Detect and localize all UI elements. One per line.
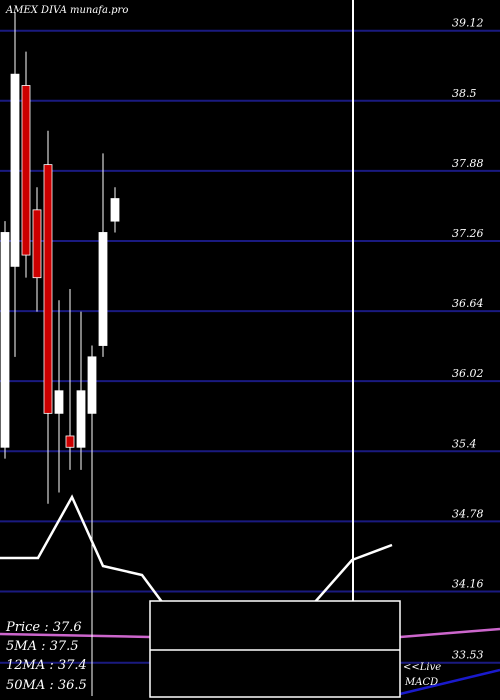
candle-5 — [54, 300, 64, 493]
candle-body-10 — [110, 198, 120, 222]
live-label: <<Live — [403, 662, 441, 673]
candle-body-8 — [87, 356, 97, 414]
candle-body-1 — [10, 73, 20, 267]
y-tick-label-9: 33.53 — [452, 649, 484, 662]
candle-body-2 — [21, 85, 31, 256]
candle-body-3 — [32, 209, 42, 279]
candles — [0, 12, 120, 696]
y-tick-label-7: 34.78 — [452, 507, 484, 520]
macd-label: MACD — [404, 677, 438, 688]
macd-box — [149, 600, 401, 698]
macd-panel — [149, 600, 401, 698]
candle-1 — [10, 12, 20, 357]
legend-12ma: 12MA : 37.4 — [6, 658, 87, 673]
y-tick-label-6: 35.4 — [452, 437, 477, 450]
grid-lines — [0, 29, 500, 664]
candle-9 — [98, 153, 108, 357]
candle-10 — [110, 187, 120, 233]
y-tick-label-8: 34.16 — [452, 577, 484, 590]
candle-body-0 — [0, 232, 10, 448]
chart-title: AMEX DIVA munafa.pro — [5, 5, 128, 16]
y-tick-label-1: 38.5 — [452, 87, 477, 100]
ma-white-line — [0, 494, 393, 604]
y-tick-label-2: 37.88 — [452, 157, 484, 170]
candle-body-9 — [98, 232, 108, 346]
candle-8 — [87, 345, 97, 696]
candle-body-7 — [76, 390, 86, 448]
candle-4 — [43, 130, 53, 504]
candle-body-6 — [65, 435, 75, 448]
candle-0 — [0, 221, 10, 459]
y-axis-ticks: 39.12 38.5 37.88 37.26 36.64 36.02 35.4 34.78 34… — [452, 17, 484, 662]
y-tick-label-5: 36.02 — [452, 367, 484, 380]
legend-5ma: 5MA : 37.5 — [6, 639, 79, 654]
candle-body-5 — [54, 390, 64, 414]
legend-50ma: 50MA : 36.5 — [6, 678, 87, 693]
y-tick-label-4: 36.64 — [452, 297, 484, 310]
candle-3 — [32, 187, 42, 312]
y-tick-label-3: 37.26 — [452, 227, 484, 240]
y-tick-label-0: 39.12 — [452, 17, 484, 30]
candle-6 — [65, 288, 75, 470]
legend-price: Price : 37.6 — [5, 620, 82, 635]
candle-2 — [21, 51, 31, 278]
candle-7 — [76, 311, 86, 470]
legend: Price : 37.6 5MA : 37.5 12MA : 37.4 50MA… — [5, 620, 87, 693]
candle-body-4 — [43, 164, 53, 414]
